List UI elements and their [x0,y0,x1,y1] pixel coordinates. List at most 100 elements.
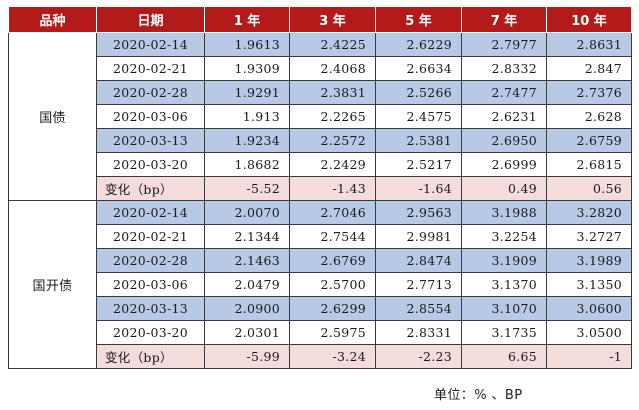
yield-value-cell: 2.8474 [375,248,462,273]
change-value-cell: -5.99 [204,344,290,369]
header-1y: 1 年 [204,6,290,33]
date-cell: 2020-02-21 [96,56,205,81]
yield-value-cell: 2.628 [546,104,632,129]
yield-value-cell: 2.8332 [461,56,547,81]
yield-value-cell: 2.1463 [204,248,290,273]
date-cell: 2020-03-20 [96,320,205,345]
yield-value-cell: 2.5975 [289,320,376,345]
yield-value-cell: 3.1070 [461,296,547,321]
yield-value-cell: 2.6229 [375,32,462,57]
table-row: 2020-03-13 1.9234 2.2572 2.5381 2.6950 2.6759 [9,128,632,153]
table-row: 2020-02-28 1.9291 2.3831 2.5266 2.7477 2.7376 [9,80,632,105]
yield-value-cell: 2.8554 [375,296,462,321]
change-value-cell: -2.23 [375,344,462,369]
yield-value-cell: 2.4575 [375,104,462,129]
yield-value-cell: 2.0479 [204,272,290,297]
date-cell: 2020-03-20 [96,152,205,177]
change-value-cell: -1.43 [289,176,376,201]
yield-value-cell: 2.6231 [461,104,547,129]
header-10y: 10 年 [546,6,632,33]
header-5y: 5 年 [375,6,462,33]
yield-value-cell: 1.913 [204,104,290,129]
yield-value-cell: 2.0070 [204,200,290,225]
date-cell: 2020-03-06 [96,272,205,297]
yield-table: 品种 日期 1 年 3 年 5 年 7 年 10 年 国债 2020-02-14 1… [8,6,632,369]
group-label: 国债 [8,32,97,201]
yield-value-cell: 3.1989 [546,248,632,273]
date-cell: 2020-02-28 [96,80,205,105]
yield-value-cell: 2.5266 [375,80,462,105]
yield-value-cell: 1.9613 [204,32,290,57]
table-row: 2020-03-20 2.0301 2.5975 2.8331 3.1735 3.0500 [9,320,632,345]
yield-value-cell: 2.4068 [289,56,376,81]
table-row: 2020-02-28 2.1463 2.6769 2.8474 3.1909 3.1989 [9,248,632,273]
table-row: 2020-02-21 2.1344 2.7544 2.9981 3.2254 3.2727 [9,224,632,249]
date-cell: 2020-02-14 [96,32,205,57]
change-value-cell: -1 [546,344,632,369]
yield-value-cell: 2.7477 [461,80,547,105]
yield-value-cell: 2.6299 [289,296,376,321]
table-row: 2020-03-20 1.8682 2.2429 2.5217 2.6999 2.6815 [9,152,632,177]
change-value-cell: 0.56 [546,176,632,201]
yield-value-cell: 2.5381 [375,128,462,153]
yield-value-cell: 2.5700 [289,272,376,297]
table-header: 品种 日期 1 年 3 年 5 年 7 年 10 年 [8,6,632,33]
yield-value-cell: 2.9981 [375,224,462,249]
date-cell: 2020-03-13 [96,296,205,321]
yield-value-cell: 2.8631 [546,32,632,57]
change-value-cell: -1.64 [375,176,462,201]
yield-value-cell: 3.1350 [546,272,632,297]
change-value-cell: -5.52 [204,176,290,201]
yield-table-container: 品种 日期 1 年 3 年 5 年 7 年 10 年 国债 2020-02-14 1… [8,6,632,369]
yield-value-cell: 3.2727 [546,224,632,249]
yield-value-cell: 2.2265 [289,104,376,129]
yield-value-cell: 2.6999 [461,152,547,177]
date-cell: 2020-03-06 [96,104,205,129]
yield-value-cell: 2.6634 [375,56,462,81]
table-row: 国开债 2020-02-14 2.0070 2.7046 2.9563 3.1988 3.2… [8,200,632,369]
yield-value-cell: 2.847 [546,56,632,81]
header-3y: 3 年 [289,6,376,33]
date-cell: 2020-02-28 [96,248,205,273]
change-label: 变化（bp） [96,344,205,369]
table-body: 国债 2020-02-14 1.9613 2.4225 2.6229 2.7977 2.86… [8,32,632,369]
yield-value-cell: 2.7376 [546,80,632,105]
yield-value-cell: 2.7046 [289,200,376,225]
change-value-cell: -3.24 [289,344,376,369]
yield-value-cell: 2.4225 [289,32,376,57]
change-label: 变化（bp） [96,176,205,201]
yield-value-cell: 1.9291 [204,80,290,105]
group-label: 国开债 [8,200,97,369]
yield-value-cell: 3.1909 [461,248,547,273]
yield-value-cell: 1.9234 [204,128,290,153]
yield-value-cell: 3.0600 [546,296,632,321]
yield-value-cell: 2.6769 [289,248,376,273]
yield-value-cell: 2.5217 [375,152,462,177]
yield-value-cell: 2.7977 [461,32,547,57]
table-row: 2020-03-06 1.913 2.2265 2.4575 2.6231 2.628 [9,104,632,129]
header-date: 日期 [96,6,205,33]
yield-value-cell: 2.1344 [204,224,290,249]
table-row: 国债 2020-02-14 1.9613 2.4225 2.6229 2.7977 2.86… [8,32,632,201]
yield-value-cell: 2.6815 [546,152,632,177]
header-row: 品种 日期 1 年 3 年 5 年 7 年 10 年 [8,6,632,33]
yield-value-cell: 2.2572 [289,128,376,153]
yield-value-cell: 2.6950 [461,128,547,153]
yield-value-cell: 3.0500 [546,320,632,345]
header-7y: 7 年 [461,6,547,33]
yield-value-cell: 1.8682 [204,152,290,177]
yield-value-cell: 2.7544 [289,224,376,249]
yield-value-cell: 3.2254 [461,224,547,249]
unit-note: 单位：% 、BP [434,388,523,403]
change-value-cell: 6.65 [461,344,547,369]
yield-value-cell: 3.1988 [461,200,547,225]
yield-value-cell: 1.9309 [204,56,290,81]
yield-value-cell: 2.7713 [375,272,462,297]
yield-value-cell: 3.1735 [461,320,547,345]
table-row: 2020-03-13 2.0900 2.6299 2.8554 3.1070 3.0600 [9,296,632,321]
yield-value-cell: 3.1370 [461,272,547,297]
date-cell: 2020-03-13 [96,128,205,153]
change-value-cell: 0.49 [461,176,547,201]
table-row: 2020-02-21 1.9309 2.4068 2.6634 2.8332 2.847 [9,56,632,81]
yield-value-cell: 2.8331 [375,320,462,345]
